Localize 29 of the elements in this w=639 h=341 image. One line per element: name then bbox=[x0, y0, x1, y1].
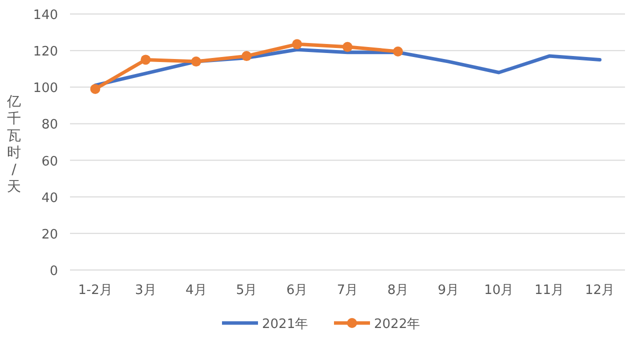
y-tick-label: 60 bbox=[41, 154, 58, 170]
x-tick-label: 12月 bbox=[585, 283, 615, 298]
point bbox=[140, 54, 151, 65]
y-tick-label: 40 bbox=[41, 190, 58, 206]
y-tick-label: 140 bbox=[33, 8, 58, 23]
x-tick-label: 5月 bbox=[236, 283, 258, 298]
point bbox=[292, 39, 302, 50]
x-tick-label: 9月 bbox=[438, 283, 460, 298]
y-tick-label: 0 bbox=[50, 264, 58, 279]
y-tick-label: 100 bbox=[33, 81, 58, 96]
x-tick-label: 1-2月 bbox=[78, 283, 112, 298]
point bbox=[342, 42, 352, 52]
y-tick-label: 80 bbox=[41, 118, 58, 133]
x-tick-label: 10月 bbox=[484, 283, 514, 298]
point bbox=[191, 56, 202, 67]
x-tick-label: 4月 bbox=[185, 283, 207, 298]
legend-label: 2021年 bbox=[262, 317, 308, 332]
legend-label: 2022年 bbox=[374, 317, 420, 332]
point bbox=[242, 51, 252, 62]
y-tick-label: 20 bbox=[41, 227, 58, 242]
x-tick-label: 11月 bbox=[534, 283, 564, 298]
x-tick-label: 7月 bbox=[336, 283, 358, 298]
x-tick-label: 8月 bbox=[387, 283, 409, 298]
x-tick-label: 3月 bbox=[135, 283, 156, 298]
x-tick-label: 6月 bbox=[286, 283, 308, 298]
point bbox=[90, 84, 100, 94]
y-axis-title: 亿千瓦时/天 bbox=[6, 94, 21, 195]
y-tick-label: 120 bbox=[33, 44, 58, 60]
point bbox=[392, 46, 403, 56]
